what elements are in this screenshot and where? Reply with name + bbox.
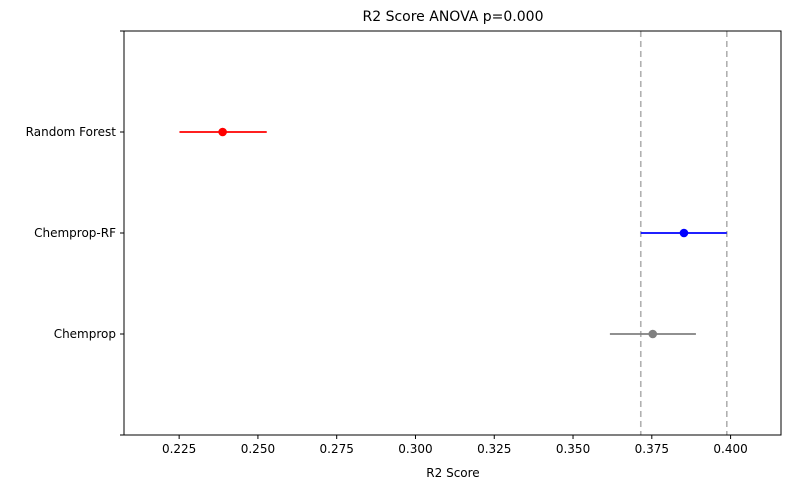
x-axis-label: R2 Score: [426, 466, 479, 480]
y-tick-label: Chemprop: [54, 327, 116, 341]
x-tick-label: 0.250: [241, 442, 275, 456]
x-axis-ticks: 0.225 0.250 0.275 0.300 0.325 0.350 0.375 0.400: [162, 435, 748, 456]
plot-marks: [179, 127, 727, 339]
x-tick-label: 0.375: [635, 442, 669, 456]
point-random-forest: [218, 127, 227, 137]
x-tick-label: 0.300: [398, 442, 432, 456]
x-tick-label: 0.275: [320, 442, 354, 456]
y-axis-ticks: Random Forest Chemprop-RF Chemprop: [26, 30, 124, 436]
x-tick-label: 0.350: [556, 442, 590, 456]
chart-title: R2 Score ANOVA p=0.000: [363, 9, 544, 25]
y-tick-label: Chemprop-RF: [34, 226, 116, 240]
x-tick-label: 0.325: [477, 442, 511, 456]
point-chemprop: [648, 329, 658, 339]
point-chemprop-rf: [679, 228, 689, 238]
x-tick-label: 0.225: [162, 442, 196, 456]
x-tick-label: 0.400: [713, 442, 747, 456]
y-tick-label: Random Forest: [26, 125, 117, 139]
